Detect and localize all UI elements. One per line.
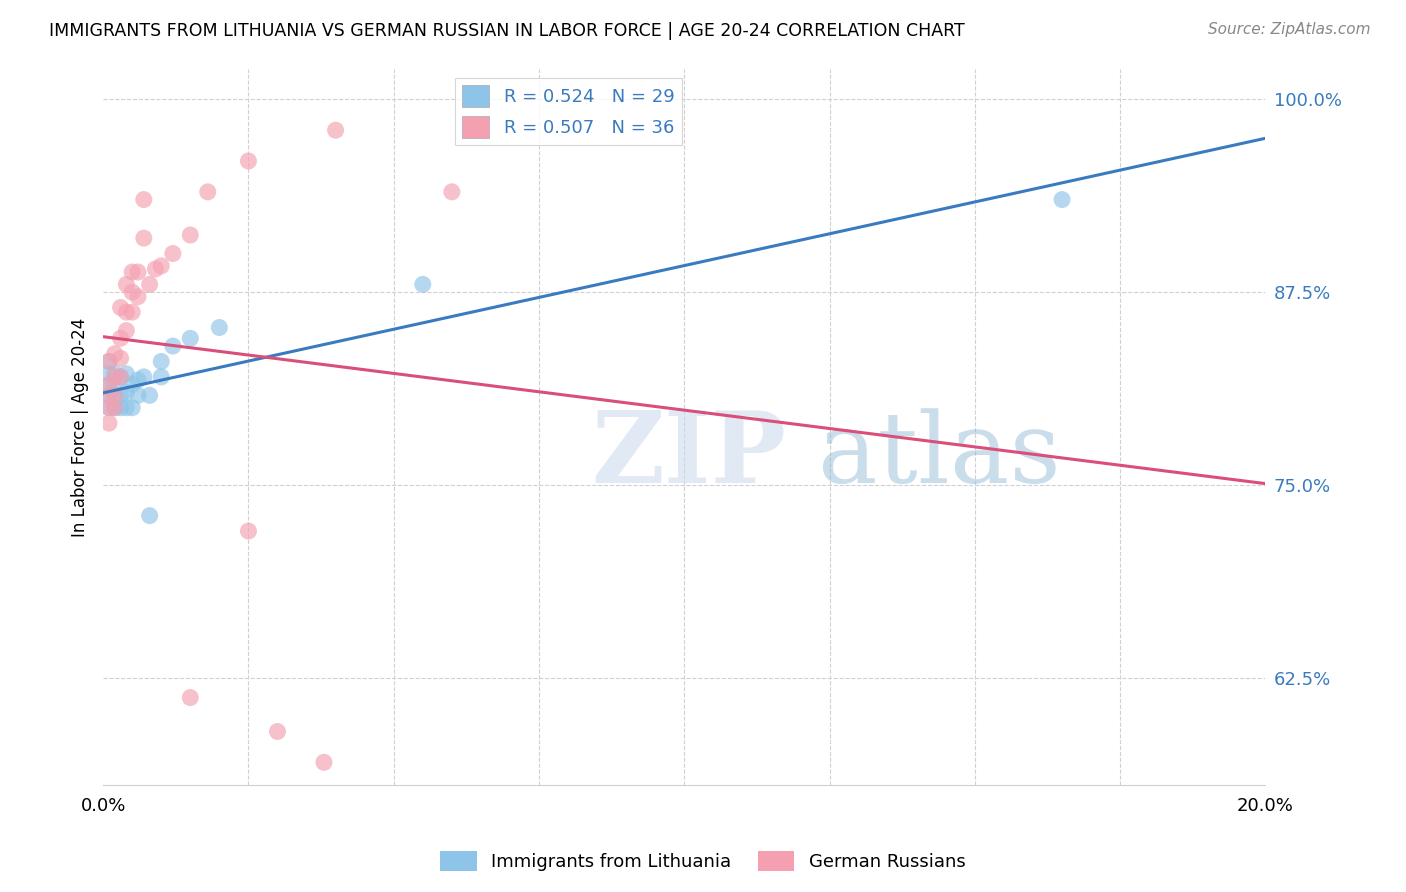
Point	[121, 377, 143, 392]
Point	[110, 388, 132, 402]
Point	[110, 370, 132, 384]
Point	[121, 265, 143, 279]
Point	[150, 354, 173, 368]
Point	[162, 339, 184, 353]
Point	[97, 354, 120, 368]
Point	[115, 324, 138, 338]
Point	[412, 277, 434, 292]
Legend: R = 0.524   N = 29, R = 0.507   N = 36: R = 0.524 N = 29, R = 0.507 N = 36	[456, 78, 682, 145]
Point	[266, 724, 288, 739]
Point	[121, 305, 143, 319]
Text: atlas: atlas	[818, 408, 1060, 504]
Point	[104, 367, 127, 381]
Point	[132, 370, 155, 384]
Point	[110, 351, 132, 366]
Point	[179, 331, 201, 345]
Point	[440, 185, 463, 199]
Point	[97, 377, 120, 392]
Text: Source: ZipAtlas.com: Source: ZipAtlas.com	[1208, 22, 1371, 37]
Point	[115, 401, 138, 415]
Point	[115, 385, 138, 400]
Point	[104, 401, 127, 415]
Point	[162, 246, 184, 260]
Point	[121, 401, 143, 415]
Legend: Immigrants from Lithuania, German Russians: Immigrants from Lithuania, German Russia…	[433, 844, 973, 879]
Point	[115, 367, 138, 381]
Point	[127, 373, 149, 387]
Point	[115, 305, 138, 319]
Point	[1050, 193, 1073, 207]
Point	[325, 123, 347, 137]
Point	[150, 370, 173, 384]
Point	[179, 690, 201, 705]
Point	[115, 277, 138, 292]
Point	[104, 388, 127, 402]
Point	[97, 367, 120, 381]
Point	[179, 227, 201, 242]
Point	[127, 290, 149, 304]
Point	[97, 401, 120, 415]
Point	[104, 401, 127, 415]
Point	[150, 259, 173, 273]
Point	[97, 388, 120, 402]
Point	[97, 401, 120, 415]
Point	[132, 193, 155, 207]
Point	[138, 277, 160, 292]
Point	[238, 524, 260, 538]
Point	[138, 388, 160, 402]
Point	[110, 401, 132, 415]
Point	[104, 388, 127, 402]
Point	[127, 265, 149, 279]
Point	[97, 377, 120, 392]
Point	[97, 388, 120, 402]
Point	[121, 285, 143, 299]
Text: IMMIGRANTS FROM LITHUANIA VS GERMAN RUSSIAN IN LABOR FORCE | AGE 20-24 CORRELATI: IMMIGRANTS FROM LITHUANIA VS GERMAN RUSS…	[49, 22, 965, 40]
Point	[110, 301, 132, 315]
Point	[312, 756, 335, 770]
Point	[97, 354, 120, 368]
Point	[138, 508, 160, 523]
Y-axis label: In Labor Force | Age 20-24: In Labor Force | Age 20-24	[72, 318, 89, 537]
Point	[110, 370, 132, 384]
Point	[145, 262, 167, 277]
Point	[238, 154, 260, 169]
Point	[110, 331, 132, 345]
Point	[132, 231, 155, 245]
Point	[104, 370, 127, 384]
Point	[197, 185, 219, 199]
Point	[127, 388, 149, 402]
Text: ZIP: ZIP	[592, 407, 786, 504]
Point	[104, 347, 127, 361]
Point	[97, 416, 120, 430]
Point	[208, 320, 231, 334]
Point	[104, 377, 127, 392]
